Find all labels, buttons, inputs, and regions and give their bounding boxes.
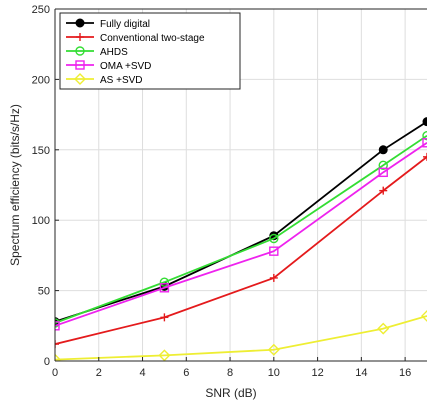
data-point (55, 353, 61, 361)
data-point (267, 343, 280, 356)
legend-label: AHDS (100, 47, 128, 58)
y-tick-label: 250 (32, 4, 50, 16)
series (55, 117, 427, 327)
data-point (422, 117, 427, 127)
legend-item: AHDS (66, 46, 128, 58)
y-tick-label: 0 (44, 356, 50, 368)
legend-item: Conventional two-stage (66, 33, 205, 44)
data-point (55, 321, 60, 331)
y-tick-label: 100 (32, 215, 50, 227)
data-point (378, 160, 388, 170)
y-axis-label: Spectrum efficiency (bits/s/Hz) (8, 104, 22, 266)
x-tick-label: 16 (399, 367, 411, 379)
y-tick-label: 200 (32, 74, 50, 86)
legend-marker (75, 46, 85, 56)
x-tick-label: 4 (139, 367, 145, 379)
data-point (377, 322, 390, 335)
series (55, 131, 427, 328)
series (55, 309, 427, 361)
x-tick-label: 0 (52, 367, 58, 379)
data-point (159, 277, 170, 287)
axes: 0 2 4 6 8 10 12 14 16 0 50 100 150 200 250 (32, 4, 427, 379)
legend-item: OMA +SVD (66, 60, 151, 72)
legend-label: OMA +SVD (100, 61, 151, 72)
series-line (55, 120, 427, 323)
series-layer (55, 117, 427, 361)
x-axis-label: SNR (dB) (205, 386, 256, 400)
x-tick-label: 10 (268, 367, 280, 379)
legend-marker (75, 60, 85, 70)
x-tick-label: 12 (311, 367, 323, 379)
data-point (378, 167, 388, 178)
legend-item: Fully digital (66, 18, 150, 30)
grid-lines (54, 8, 427, 362)
data-point (422, 138, 427, 148)
data-point (269, 246, 279, 256)
data-point (159, 283, 170, 293)
series-line (55, 134, 427, 324)
data-point (422, 131, 427, 141)
legend-item: AS +SVD (66, 73, 143, 86)
series-line (55, 142, 427, 327)
legend-label: Fully digital (100, 19, 150, 30)
legend-label: Conventional two-stage (100, 33, 205, 44)
series (55, 138, 427, 331)
data-point (421, 309, 427, 322)
legend-marker (75, 18, 85, 28)
legend-marker (74, 73, 86, 85)
legend-label: AS +SVD (100, 75, 143, 86)
series (55, 152, 427, 349)
y-tick-label: 50 (38, 286, 50, 298)
x-tick-label: 6 (183, 367, 189, 379)
x-tick-label: 14 (355, 367, 367, 379)
data-point (158, 349, 171, 361)
x-tick-label: 8 (227, 367, 233, 379)
x-tick-label: 2 (96, 367, 102, 379)
data-point (378, 145, 388, 155)
legend: Fully digital Conventional two-stage AHDS O… (59, 12, 241, 90)
data-point (269, 233, 279, 244)
y-tick-label: 150 (32, 145, 50, 157)
series-line (55, 315, 427, 361)
